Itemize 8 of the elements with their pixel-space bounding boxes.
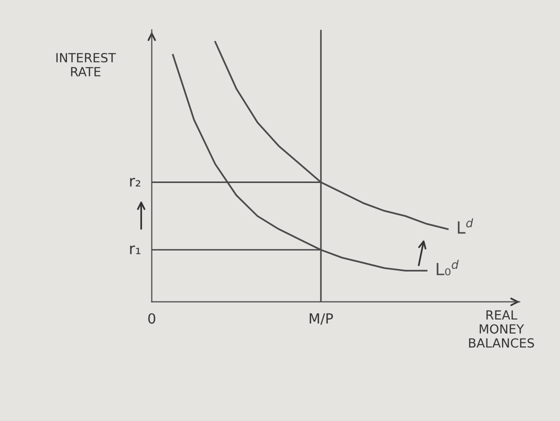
series-label: L$^{d}$	[458, 218, 474, 234]
ref-line-label: r₁	[130, 246, 140, 254]
x-tick-label: M/P	[310, 313, 333, 325]
ref-line-label: r₂	[130, 178, 140, 187]
y-axis-title: INTEREST RATE	[56, 52, 116, 76]
x-axis-title: REAL MONEY BALANCES	[469, 310, 534, 348]
series-label: L₀$^{d}$	[436, 260, 459, 276]
x-tick-label: 0	[148, 313, 156, 324]
